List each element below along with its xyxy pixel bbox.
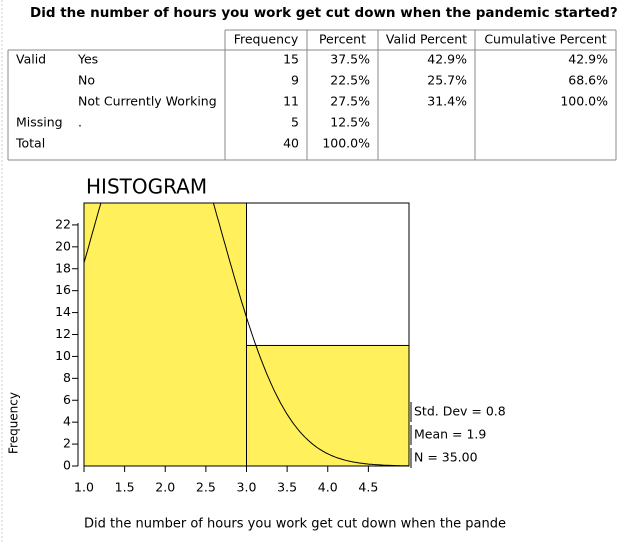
- x-tick-label: 4.5: [358, 480, 378, 495]
- column-header: Frequency: [234, 32, 299, 47]
- row-label: Missing: [16, 115, 63, 130]
- cell: 27.5%: [330, 94, 370, 109]
- bars: [84, 203, 409, 466]
- stats-label: Std. Dev = 0.8: [414, 404, 506, 419]
- table-title: Did the number of hours you work get cut…: [30, 5, 618, 21]
- chart-title: HISTOGRAM: [86, 175, 207, 199]
- stats-label: Mean = 1.9: [414, 427, 486, 442]
- x-tick-label: 3.5: [277, 480, 297, 495]
- row-label: .: [78, 115, 82, 130]
- cell: 31.4%: [427, 94, 467, 109]
- row-label: Total: [15, 136, 45, 151]
- x-tick-label: 1.0: [74, 480, 94, 495]
- y-tick-label: 10: [55, 348, 71, 363]
- y-tick-label: 20: [55, 238, 71, 253]
- row-label: No: [78, 73, 95, 88]
- cell: 37.5%: [330, 52, 370, 67]
- column-header: Percent: [319, 32, 366, 47]
- cell: 11: [283, 94, 299, 109]
- cell: 12.5%: [330, 115, 370, 130]
- row-label: Not Currently Working: [78, 94, 217, 109]
- cell: 9: [291, 73, 299, 88]
- row-label: Valid: [16, 52, 46, 67]
- normal-curve: [84, 203, 409, 466]
- y-tick-label: 4: [63, 414, 71, 429]
- column-header: Cumulative Percent: [484, 32, 606, 47]
- column-header: Valid Percent: [386, 32, 467, 47]
- cell: 40: [283, 136, 299, 151]
- x-tick-label: 1.5: [115, 480, 135, 495]
- cell: 42.9%: [427, 52, 467, 67]
- y-tick-label: 6: [63, 392, 71, 407]
- y-tick-label: 8: [63, 370, 71, 385]
- bar: [84, 203, 247, 466]
- row-label: Yes: [77, 52, 98, 67]
- cell: 22.5%: [330, 73, 370, 88]
- cell: 25.7%: [427, 73, 467, 88]
- x-tick-label: 4.0: [318, 480, 338, 495]
- y-tick-label: 12: [55, 326, 71, 341]
- y-tick-label: 14: [55, 304, 71, 319]
- stats-label: N = 35.00: [414, 450, 478, 465]
- y-tick-label: 22: [55, 216, 71, 231]
- x-tick-label: 3.0: [237, 480, 257, 495]
- y-tick-label: 0: [63, 458, 71, 473]
- cell: 100.0%: [322, 136, 370, 151]
- cell: 42.9%: [568, 52, 608, 67]
- cell: 100.0%: [560, 94, 608, 109]
- y-tick-label: 18: [55, 260, 71, 275]
- y-tick-label: 16: [55, 282, 71, 297]
- cell: 68.6%: [568, 73, 608, 88]
- x-tick-label: 2.5: [196, 480, 216, 495]
- cell: 5: [291, 115, 299, 130]
- y-axis-label: Frequency: [7, 392, 21, 454]
- x-tick-label: 2.0: [155, 480, 175, 495]
- y-tick-label: 2: [63, 436, 71, 451]
- bar: [246, 344, 409, 466]
- cell: 15: [283, 52, 299, 67]
- x-axis-label: Did the number of hours you work get cut…: [84, 517, 506, 532]
